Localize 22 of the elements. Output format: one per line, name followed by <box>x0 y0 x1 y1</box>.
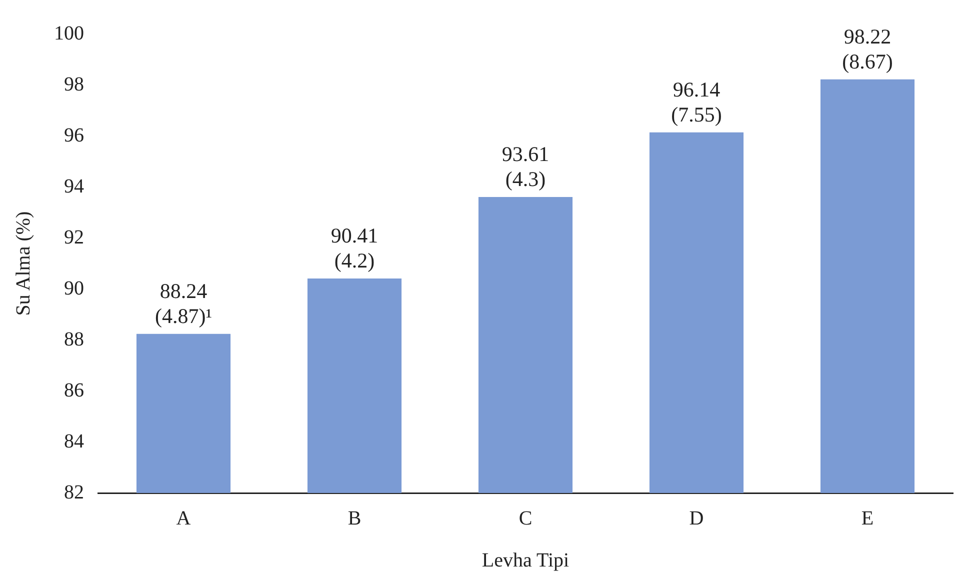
x-tick-label: D <box>689 507 704 530</box>
y-tick-label: 88 <box>64 328 84 350</box>
y-axis-title: Su Alma (%) <box>12 211 34 316</box>
y-tick-label: 86 <box>64 379 84 402</box>
y-tick-label: 84 <box>64 430 84 452</box>
y-tick-label: 98 <box>64 73 84 96</box>
y-tick-label: 82 <box>64 481 84 504</box>
x-tick-label: A <box>176 507 192 530</box>
y-tick-label: 94 <box>64 175 84 198</box>
y-tick-label: 100 <box>54 22 84 44</box>
data-label: 88.24 (4.87)¹ <box>154 278 212 328</box>
x-tick-label: E <box>861 507 874 530</box>
y-tick-label: 92 <box>64 226 84 248</box>
data-label: 93.61 (4.3) <box>502 142 550 191</box>
data-label: 90.41 (4.2) <box>330 224 378 273</box>
data-label: 98.22 (8.67) <box>842 24 893 74</box>
y-tick-label: 90 <box>64 277 84 300</box>
y-tick-label: 96 <box>64 124 84 146</box>
x-tick-label: C <box>518 507 532 530</box>
x-axis-title: Levha Tipi <box>482 549 570 572</box>
x-tick-label: B <box>348 507 362 530</box>
data-label: 96.14 (7.55) <box>671 77 722 126</box>
